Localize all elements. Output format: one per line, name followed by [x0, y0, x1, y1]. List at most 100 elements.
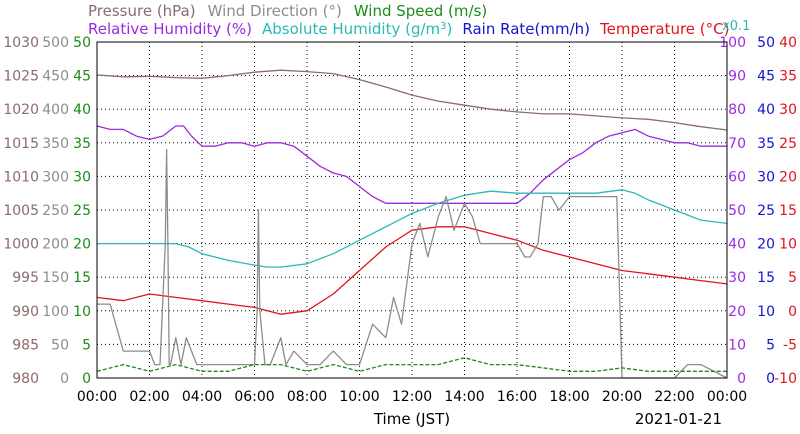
- left-tick-wind_speed: 35: [73, 136, 91, 152]
- x-tick-label: 10:00: [339, 389, 379, 405]
- right-tick-relative_humidity: 40: [728, 237, 746, 253]
- left-tick-wind_direction: 250: [42, 203, 69, 219]
- right-tick-relative_humidity: 30: [728, 270, 746, 286]
- right-tick-relative_humidity: 70: [728, 136, 746, 152]
- right-axes: 0102030405060708090100051015202530354045…: [719, 35, 797, 387]
- left-tick-wind_speed: 45: [73, 69, 91, 85]
- left-tick-pressure: 995: [12, 270, 39, 286]
- series-line-rain_rate: [97, 189, 728, 268]
- right-tick-temperature: -10: [774, 371, 797, 387]
- legend-row-2: Relative Humidity (%) Absolute Humidity (…: [88, 20, 729, 38]
- right-tick-rain_rate: 5: [766, 337, 775, 353]
- right-tick-temperature: 10: [779, 237, 797, 253]
- right-tick-relative_humidity: 50: [728, 203, 746, 219]
- right-tick-temperature: 0: [788, 304, 797, 320]
- legend-item-row2-3: Temperature (°C): [599, 20, 729, 38]
- x-tick-label: 02:00: [129, 389, 169, 405]
- series-layer: [96, 69, 728, 379]
- right-tick-relative_humidity: 20: [728, 304, 746, 320]
- left-tick-pressure: 1025: [3, 69, 39, 85]
- right-tick-rain_rate: 10: [757, 304, 775, 320]
- legend-item-row2-0: Relative Humidity (%): [88, 20, 252, 38]
- x-tick-label: 14:00: [444, 389, 484, 405]
- left-tick-wind_direction: 350: [42, 136, 69, 152]
- left-tick-wind_speed: 20: [73, 237, 91, 253]
- right-tick-relative_humidity: 80: [728, 102, 746, 118]
- legend-item-row1-2: Wind Speed (m/s): [354, 2, 487, 20]
- left-tick-wind_speed: 0: [82, 371, 91, 387]
- x-tick-label: 00:00: [707, 389, 747, 405]
- right-tick-rain_rate: 15: [757, 270, 775, 286]
- right-tick-rain_rate: 30: [757, 169, 775, 185]
- right-tick-temperature: 35: [779, 69, 797, 85]
- legend-item-row1-1: Wind Direction (°): [208, 2, 342, 20]
- right-tick-temperature: 30: [779, 102, 797, 118]
- left-tick-pressure: 990: [12, 304, 39, 320]
- series-line-wind_speed: [96, 357, 727, 372]
- x-tick-label: 16:00: [497, 389, 537, 405]
- left-tick-pressure: 985: [12, 337, 39, 353]
- legend-row-1: Pressure (hPa) Wind Direction (°) Wind Spe…: [88, 2, 487, 20]
- right-tick-relative_humidity: 60: [728, 169, 746, 185]
- x-tick-label: 22:00: [654, 389, 694, 405]
- right-tick-relative_humidity: 0: [737, 371, 746, 387]
- legend-item-row2-2: Rain Rate(mm/h): [462, 20, 590, 38]
- series-line-temperature: [96, 226, 728, 315]
- left-tick-wind_speed: 50: [73, 35, 91, 51]
- x-axis-label: Time (JST): [373, 410, 450, 428]
- legend-item-row2-1: Absolute Humidity (g/m3): [262, 20, 452, 38]
- right-tick-relative_humidity: 10: [728, 337, 746, 353]
- left-tick-wind_speed: 5: [82, 337, 91, 353]
- left-tick-pressure: 1020: [3, 102, 39, 118]
- right-tick-relative_humidity: 100: [719, 35, 746, 51]
- right-tick-rain_rate: 50: [757, 35, 775, 51]
- left-tick-pressure: 1000: [3, 237, 39, 253]
- left-tick-wind_speed: 15: [73, 270, 91, 286]
- left-tick-pressure: 1010: [3, 169, 39, 185]
- left-axes: 9809859909951000100510101015102010251030…: [3, 35, 91, 387]
- x-tick-label: 12:00: [392, 389, 432, 405]
- x-tick-label: 20:00: [602, 389, 642, 405]
- x-tick-label: 04:00: [182, 389, 222, 405]
- series-line-relative_humidity: [96, 125, 727, 204]
- x-tick-label: 08:00: [287, 389, 327, 405]
- left-tick-pressure: 1005: [3, 203, 39, 219]
- series-line-pressure: [96, 69, 728, 131]
- left-tick-wind_direction: 300: [42, 169, 69, 185]
- left-tick-wind_direction: 500: [42, 35, 69, 51]
- right-tick-rain_rate: 35: [757, 136, 775, 152]
- right-tick-rain_rate: 25: [757, 203, 775, 219]
- right-tick-temperature: 5: [788, 270, 797, 286]
- left-tick-wind_direction: 450: [42, 69, 69, 85]
- right-tick-temperature: 40: [779, 35, 797, 51]
- multiplier-note: x0.1: [722, 19, 750, 34]
- x-tick-label: 00:00: [77, 389, 117, 405]
- right-tick-relative_humidity: 90: [728, 69, 746, 85]
- series-line-wind_direction: [97, 148, 728, 379]
- right-tick-rain_rate: 40: [757, 102, 775, 118]
- left-tick-wind_direction: 150: [42, 270, 69, 286]
- left-tick-wind_speed: 30: [73, 169, 91, 185]
- left-tick-wind_direction: 200: [42, 237, 69, 253]
- grid: [97, 42, 727, 378]
- left-tick-wind_direction: 100: [42, 304, 69, 320]
- left-tick-wind_speed: 10: [73, 304, 91, 320]
- x-tick-label: 18:00: [549, 389, 589, 405]
- left-tick-wind_speed: 40: [73, 102, 91, 118]
- left-tick-pressure: 980: [12, 371, 39, 387]
- left-tick-pressure: 1015: [3, 136, 39, 152]
- legend-item-row1-0: Pressure (hPa): [88, 2, 196, 20]
- date-label: 2021-01-21: [635, 410, 722, 428]
- left-tick-wind_direction: 400: [42, 102, 69, 118]
- right-tick-temperature: 20: [779, 169, 797, 185]
- right-tick-temperature: 25: [779, 136, 797, 152]
- left-tick-pressure: 1030: [3, 35, 39, 51]
- right-tick-rain_rate: 0: [766, 371, 775, 387]
- right-tick-rain_rate: 45: [757, 69, 775, 85]
- right-tick-temperature: 15: [779, 203, 797, 219]
- plot-frame: [96, 41, 728, 379]
- x-tick-label: 06:00: [234, 389, 274, 405]
- left-tick-wind_speed: 25: [73, 203, 91, 219]
